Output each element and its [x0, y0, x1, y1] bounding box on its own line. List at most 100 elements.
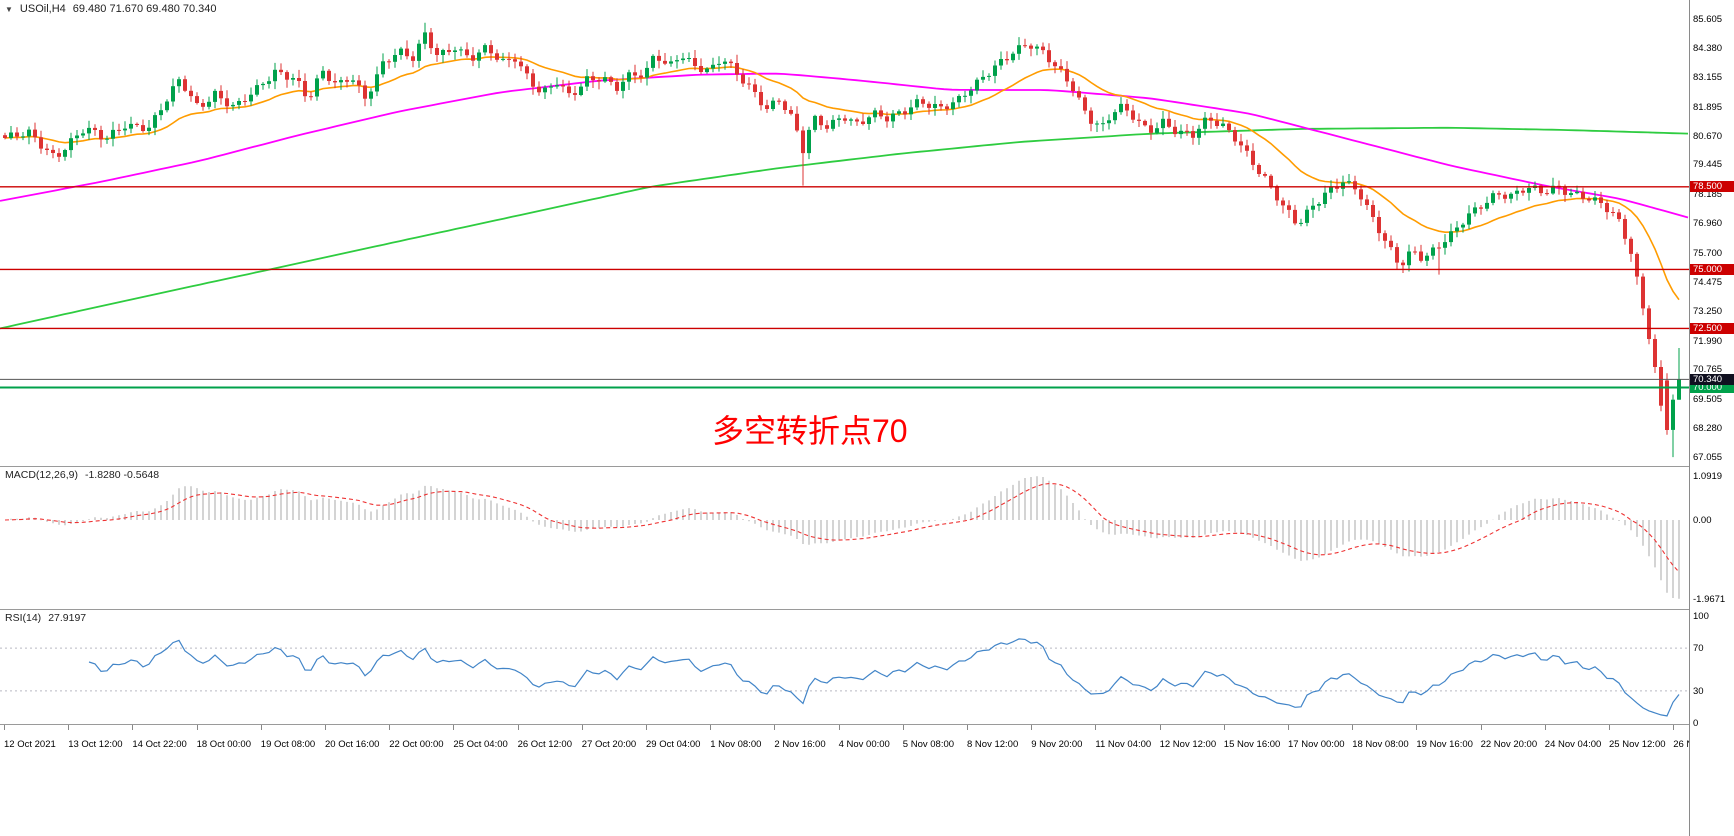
macd-axis-label: 0.00	[1693, 515, 1712, 526]
time-axis-label: 20 Oct 16:00	[325, 739, 380, 750]
rsi-axis-label: 100	[1693, 611, 1709, 622]
horizontal-levels-layer	[0, 186, 1689, 389]
time-axis-tick	[132, 725, 134, 730]
price-axis-label: 76.960	[1693, 218, 1723, 230]
rsi-pane-label: RSI(14) 27.9197	[5, 612, 86, 624]
time-axis-label: 22 Nov 20:00	[1480, 739, 1538, 750]
rsi-name-label: RSI(14)	[5, 612, 42, 624]
price-level-tag: 72.500	[1690, 322, 1734, 334]
time-axis-tick	[68, 725, 70, 730]
ma-green-line	[0, 126, 1689, 330]
price-axis-label: 85.605	[1693, 14, 1723, 25]
pane-separator[interactable]	[0, 466, 1734, 467]
time-axis-label: 5 Nov 08:00	[902, 739, 955, 750]
time-axis-label: 1 Nov 08:00	[710, 739, 762, 750]
rsi-axis-label: 30	[1693, 685, 1704, 697]
price-axis-label: 81.895	[1693, 101, 1723, 113]
window-marker-icon[interactable]: ▼	[5, 4, 13, 14]
time-axis-tick	[1223, 725, 1225, 730]
time-axis-tick	[1609, 725, 1610, 730]
macd-name-label: MACD(12,26,9)	[5, 469, 78, 481]
macd-pane-label: MACD(12,26,9) -1.8280 -0.5648	[5, 469, 159, 481]
price-axis-label: 83.155	[1693, 71, 1723, 83]
time-axis-tick	[517, 725, 519, 730]
time-axis-tick	[1673, 725, 1675, 730]
symbol-info: ▼ USOil,H4 69.480 71.670 69.480 70.340	[5, 3, 217, 15]
macd-values-label: -1.8280 -0.5648	[84, 469, 160, 481]
rsi-line	[88, 638, 1680, 717]
price-axis-label: 78.185	[1693, 189, 1723, 201]
rsi-value-label: 27.9197	[48, 612, 87, 624]
time-axis-label: 26 Nov 20:00	[1673, 739, 1689, 750]
price-axis-label: 74.475	[1693, 276, 1723, 288]
price-axis-label: 68.280	[1693, 423, 1723, 435]
time-axis-tick	[1031, 725, 1033, 730]
ma-orange-line	[4, 56, 1680, 301]
macd-histogram-layer	[10, 476, 1680, 599]
ma-magenta-line	[0, 72, 1689, 219]
symbol-timeframe-label: USOil,H4	[19, 3, 66, 15]
rsi-canvas[interactable]	[0, 610, 1689, 724]
time-axis-tick	[1159, 725, 1161, 730]
ohlc-readout: 69.480 71.670 69.480 70.340	[72, 3, 217, 15]
time-axis-label: 12 Nov 12:00	[1159, 739, 1217, 750]
time-axis-tick	[967, 725, 968, 730]
time-axis-tick	[902, 725, 904, 730]
time-axis-tick	[453, 725, 455, 730]
macd-axis-label: 1.0919	[1693, 471, 1723, 483]
price-axis-label: 75.700	[1693, 247, 1723, 259]
time-axis-tick	[838, 725, 840, 730]
time-axis-label: 15 Nov 16:00	[1223, 739, 1281, 750]
macd-indicator-pane[interactable]: MACD(12,26,9) -1.8280 -0.5648	[0, 467, 1689, 609]
time-axis[interactable]: 12 Oct 2021 13 Oct 12:00 14 Oct 22:00 18 Oc…	[0, 725, 1689, 836]
time-axis-tick	[710, 725, 712, 730]
macd-signal-line	[4, 483, 1680, 573]
time-axis-tick	[1352, 725, 1354, 730]
rsi-axis-label: 70	[1693, 643, 1704, 655]
time-axis-tick	[196, 725, 198, 730]
time-axis-label: 19 Nov 16:00	[1416, 739, 1473, 750]
price-axis-label: 84.380	[1693, 42, 1723, 54]
time-axis-label: 24 Nov 04:00	[1544, 739, 1602, 750]
rsi-axis-label: 0	[1693, 718, 1699, 729]
time-axis-label: 11 Nov 04:00	[1095, 739, 1152, 750]
time-axis-tick	[1480, 725, 1482, 730]
time-axis-label: 19 Oct 08:00	[260, 739, 316, 750]
time-axis-label: 18 Oct 00:00	[196, 739, 251, 750]
price-axis-label: 69.505	[1693, 394, 1723, 406]
price-axis[interactable]: 85.605 84.380 83.155 81.895 80.670 79.445 78.1…	[1689, 0, 1734, 836]
time-axis-label: 26 Oct 12:00	[517, 739, 572, 750]
candles-layer	[3, 22, 1681, 458]
time-axis-label: 27 Oct 20:00	[581, 739, 637, 750]
price-level-tag: 70.340	[1690, 373, 1734, 385]
price-axis-label: 79.445	[1693, 159, 1723, 171]
time-axis-tick	[774, 725, 776, 730]
macd-canvas[interactable]	[0, 467, 1689, 609]
time-axis-label: 9 Nov 20:00	[1031, 739, 1083, 750]
time-axis-tick	[260, 725, 262, 730]
price-level-tag: 75.000	[1690, 263, 1734, 275]
price-chart-pane[interactable]: ▼ USOil,H4 69.480 71.670 69.480 70.340 多…	[0, 0, 1689, 466]
price-axis-label: 71.990	[1693, 335, 1723, 347]
time-axis-tick	[4, 725, 5, 730]
time-axis-label: 29 Oct 04:00	[646, 739, 701, 750]
pane-separator[interactable]	[0, 609, 1734, 610]
moving-averages-layer	[0, 56, 1689, 330]
price-axis-label: 73.250	[1693, 305, 1723, 317]
price-level-tag: 78.500	[1690, 181, 1734, 193]
time-axis-tick	[581, 725, 583, 730]
pane-separator[interactable]	[0, 724, 1734, 725]
price-chart-canvas[interactable]	[0, 0, 1689, 466]
time-axis-label: 2 Nov 16:00	[774, 739, 826, 750]
rsi-indicator-pane[interactable]: RSI(14) 27.9197	[0, 610, 1689, 724]
price-axis-label: 70.765	[1693, 364, 1723, 376]
macd-axis-label: -1.9671	[1693, 593, 1726, 605]
time-axis-tick	[1416, 725, 1418, 730]
price-level-tag: 70.000	[1690, 382, 1734, 393]
time-axis-label: 8 Nov 12:00	[967, 739, 1019, 750]
time-axis-label: 13 Oct 12:00	[68, 739, 123, 750]
price-axis-label: 80.670	[1693, 130, 1723, 142]
price-axis-label: 67.055	[1693, 452, 1723, 463]
time-axis-tick	[1095, 725, 1097, 730]
